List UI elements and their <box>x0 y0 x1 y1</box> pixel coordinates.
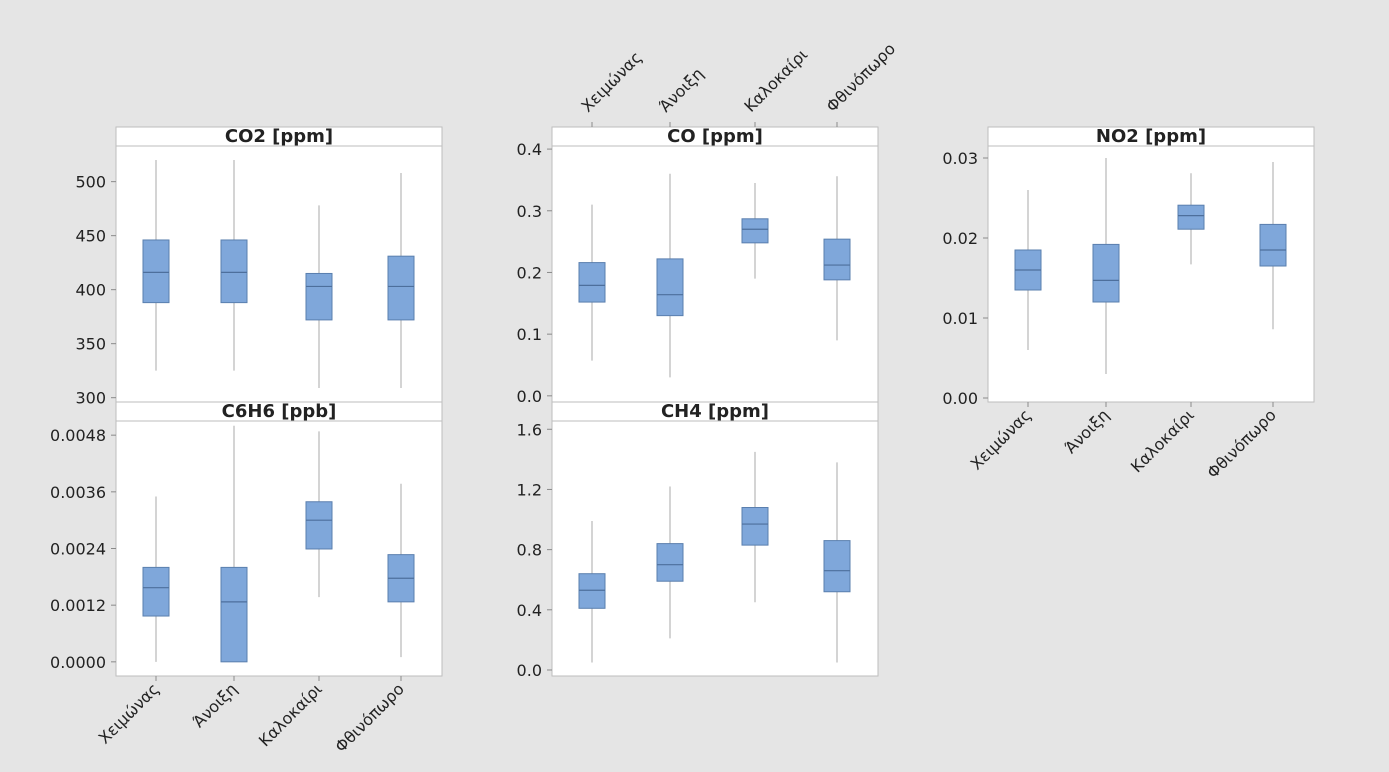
box-3 <box>741 451 769 603</box>
y-tick-label: 500 <box>75 173 106 192</box>
box-4 <box>387 483 415 658</box>
panel-title-strip <box>115 126 443 147</box>
box-4 <box>387 173 415 388</box>
y-tick-label: 0.8 <box>517 541 542 560</box>
box-2 <box>220 425 248 663</box>
box-4 <box>1259 162 1287 330</box>
category-axis-c6h6-bottom: Χειμώνας Άνοιξη Καλοκαίρι Φθινόπωρο <box>95 676 408 756</box>
category-label: Καλοκαίρι <box>1127 405 1198 476</box>
y-tick-label: 0.4 <box>517 140 542 159</box>
category-label: Καλοκαίρι <box>740 45 811 116</box>
y-tick-label: 0.03 <box>942 149 978 168</box>
y-tick-label: 0.1 <box>517 325 542 344</box>
panel-ch4: CH4 [ppm] 0.0 0.4 0.8 1.2 1.6 <box>517 401 879 680</box>
y-tick-label: 0.0048 <box>50 426 106 445</box>
iqr-box <box>305 272 333 321</box>
iqr-box <box>220 239 248 304</box>
y-tick-label: 0.0036 <box>50 483 106 502</box>
panel-title: C6H6 [ppb] <box>222 401 337 422</box>
panels-layer: CO2 [ppm] 300 350 400 450 500 CO [ppm] 0.0 0.1 0.… <box>50 126 1315 680</box>
iqr-box <box>1177 204 1205 230</box>
box-3 <box>305 431 333 598</box>
box-3 <box>305 205 333 388</box>
category-label: Άνοιξη <box>1061 405 1113 457</box>
y-tick-label: 450 <box>75 227 106 246</box>
y-tick-label: 0.01 <box>942 309 978 328</box>
box-4 <box>823 176 851 341</box>
category-label: Φθινόπωρο <box>331 679 408 756</box>
iqr-box <box>656 543 684 582</box>
y-tick-label: 0.00 <box>942 389 978 408</box>
panel-co2: CO2 [ppm] 300 350 400 450 500 <box>75 126 443 408</box>
y-tick-label: 300 <box>75 389 106 408</box>
category-axis-co-top: Χειμώνας Άνοιξη Καλοκαίρι Φθινόπωρο <box>577 39 899 127</box>
iqr-box <box>656 258 684 317</box>
category-label: Χειμώνας <box>967 405 1035 473</box>
y-tick-label: 0.0000 <box>50 653 106 672</box>
iqr-box <box>1092 243 1120 303</box>
box-1 <box>578 521 606 663</box>
box-2 <box>1092 158 1120 374</box>
iqr-box <box>741 507 769 546</box>
iqr-box <box>741 218 769 244</box>
category-label: Καλοκαίρι <box>255 679 326 750</box>
y-tick-label: 1.6 <box>517 420 542 439</box>
category-axis-no2-bottom: Χειμώνας Άνοιξη Καλοκαίρι Φθινόπωρο <box>967 402 1280 482</box>
y-tick-label: 0.0 <box>517 661 542 680</box>
box-2 <box>220 160 248 371</box>
iqr-box <box>142 566 170 617</box>
box-1 <box>1014 190 1042 350</box>
category-label: Χειμώνας <box>577 48 645 116</box>
iqr-box <box>305 501 333 550</box>
iqr-box <box>1259 223 1287 267</box>
iqr-box <box>823 540 851 593</box>
box-4 <box>823 462 851 663</box>
iqr-box <box>578 262 606 303</box>
panel-title: CO [ppm] <box>667 126 763 147</box>
panel-title: NO2 [ppm] <box>1096 126 1206 147</box>
y-tick-label: 1.2 <box>517 480 542 499</box>
category-label: Φθινόπωρο <box>1203 405 1280 482</box>
box-3 <box>1177 173 1205 265</box>
box-1 <box>142 496 170 662</box>
panel-title-strip <box>551 401 879 422</box>
plot-area <box>115 420 443 677</box>
panel-title-strip <box>115 401 443 422</box>
y-tick-label: 400 <box>75 281 106 300</box>
panel-title-strip <box>987 126 1315 147</box>
category-label: Άνοιξη <box>189 679 241 731</box>
panel-title-strip <box>551 126 879 147</box>
y-tick-label: 0.2 <box>517 263 542 282</box>
y-tick-label: 0.0 <box>517 387 542 406</box>
panel-title: CO2 [ppm] <box>225 126 333 147</box>
box-2 <box>656 486 684 639</box>
panel-c6h6: C6H6 [ppb] 0.0000 0.0012 0.0024 0.0036 0.0048 <box>50 401 443 677</box>
y-tick-label: 350 <box>75 335 106 354</box>
y-tick-label: 0.3 <box>517 202 542 221</box>
panel-no2: NO2 [ppm] 0.00 0.01 0.02 0.03 <box>942 126 1315 408</box>
panel-co: CO [ppm] 0.0 0.1 0.2 0.3 0.4 <box>517 126 879 406</box>
box-1 <box>142 160 170 371</box>
y-tick-label: 0.4 <box>517 601 542 620</box>
iqr-box <box>578 573 606 609</box>
box-1 <box>578 204 606 361</box>
panel-title: CH4 [ppm] <box>661 401 769 422</box>
iqr-box <box>823 238 851 281</box>
y-tick-label: 0.02 <box>942 229 978 248</box>
box-3 <box>741 183 769 279</box>
iqr-box <box>387 255 415 321</box>
box-2 <box>656 173 684 378</box>
category-label: Φθινόπωρο <box>822 39 899 116</box>
category-label: Άνοιξη <box>655 64 707 116</box>
iqr-box <box>142 239 170 304</box>
y-tick-label: 0.0012 <box>50 596 106 615</box>
iqr-box <box>220 566 248 663</box>
y-tick-label: 0.0024 <box>50 540 106 559</box>
plot-area <box>987 145 1315 403</box>
category-label: Χειμώνας <box>95 679 163 747</box>
